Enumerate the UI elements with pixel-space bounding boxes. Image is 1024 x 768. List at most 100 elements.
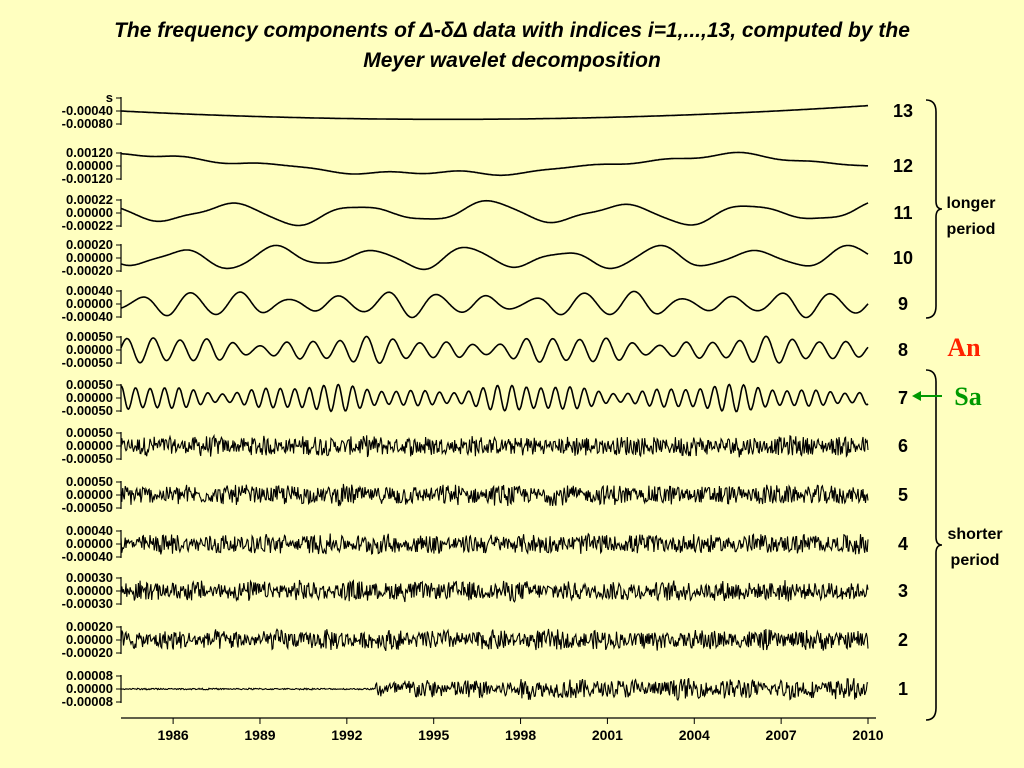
panel-4-tick-label: 0.00000 <box>66 536 113 551</box>
panel-7-tick-label: 0.00050 <box>66 377 113 392</box>
panel-10-tick-label: 0.00000 <box>66 250 113 265</box>
x-axis-tick-label: 2007 <box>766 727 797 743</box>
panel-4-tick-label: 0.00040 <box>66 523 113 538</box>
series-line-8 <box>120 335 869 365</box>
panel-3-tick-label: 0.00030 <box>66 570 113 585</box>
panel-index-label: 9 <box>898 294 908 314</box>
panel-10-tick-label: 0.00020 <box>66 237 113 252</box>
panel-5-tick-label: -0.00050 <box>62 500 113 515</box>
shorter-period-label: period <box>951 552 1000 569</box>
series-line-4 <box>120 532 869 556</box>
panel-6-tick-label: 0.00000 <box>66 438 113 453</box>
series-line-5 <box>120 483 869 507</box>
x-axis-tick-label: 1992 <box>331 727 362 743</box>
series-line-13 <box>120 104 869 121</box>
longer-period-label: longer <box>947 195 996 212</box>
panel-13: s-0.00040-0.00080 13 <box>62 90 913 131</box>
panel-index-label: 6 <box>898 436 908 456</box>
panel-10-tick-label: -0.00020 <box>62 263 113 278</box>
series-line-10 <box>120 244 869 271</box>
panel-index-label: 11 <box>893 203 912 223</box>
panel-4-tick-label: -0.00040 <box>62 549 113 564</box>
longer-period-brace <box>925 99 943 319</box>
panel-index-label: 5 <box>898 485 908 505</box>
panel-9-tick-label: 0.00040 <box>66 283 113 298</box>
panel-7-tick-label: 0.00000 <box>66 390 113 405</box>
series-line-2 <box>120 628 869 652</box>
panel-index-label: 2 <box>898 630 908 650</box>
series-line-11 <box>120 199 869 227</box>
panel-index-label: 12 <box>893 156 913 176</box>
panel-1-tick-label: 0.00008 <box>66 668 113 683</box>
panel-8-tick-label: 0.00000 <box>66 342 113 357</box>
panel-index-label: 10 <box>893 248 913 268</box>
shorter-period-label: shorter <box>947 526 1002 543</box>
panel-1-tick-label: 0.00000 <box>66 681 113 696</box>
panel-5-tick-label: 0.00050 <box>66 474 113 489</box>
panel-11-tick-label: -0.00022 <box>62 218 113 233</box>
panel-6-tick-label: -0.00050 <box>62 451 113 466</box>
panel-3-tick-label: -0.00030 <box>62 596 113 611</box>
panel-index-label: 8 <box>898 340 908 360</box>
panel-13-tick-label: -0.00080 <box>62 116 113 131</box>
panel-2-tick-label: -0.00020 <box>62 645 113 660</box>
x-axis-tick-label: 1989 <box>244 727 275 743</box>
panel-8-tick-label: 0.00050 <box>66 329 113 344</box>
panel-index-label: 1 <box>898 679 908 699</box>
panel-2-tick-label: 0.00020 <box>66 619 113 634</box>
panel-12-tick-label: -0.00120 <box>62 171 113 186</box>
panel-index-label: 7 <box>898 388 908 408</box>
panel-13-tick-label: s <box>106 90 113 105</box>
panel-12-tick-label: 0.00000 <box>66 158 113 173</box>
panel-8-tick-label: -0.00050 <box>62 355 113 370</box>
longer-period-label: period <box>947 221 996 238</box>
series-line-9 <box>120 290 869 319</box>
x-axis-tick-label: 1995 <box>418 727 449 743</box>
x-axis-tick-label: 2001 <box>592 727 623 743</box>
panel-11-tick-label: 0.00022 <box>66 192 113 207</box>
panel-11-tick-label: 0.00000 <box>66 205 113 220</box>
panel-index-label: 4 <box>898 534 908 554</box>
panel-9-tick-label: -0.00040 <box>62 309 113 324</box>
x-axis-tick-label: 2004 <box>679 727 710 743</box>
chart-title-line-2: Meyer wavelet decomposition <box>363 49 661 72</box>
series-line-6 <box>120 433 869 458</box>
panel-12-tick-label: 0.00120 <box>66 145 113 160</box>
panel-9-tick-label: 0.00000 <box>66 296 113 311</box>
panel-6-tick-label: 0.00050 <box>66 425 113 440</box>
series-line-7 <box>120 383 869 413</box>
panel-index-label: 3 <box>898 581 908 601</box>
series-line-3 <box>120 579 869 603</box>
panel-13-tick-label: -0.00040 <box>62 103 113 118</box>
series-line-12 <box>121 151 869 177</box>
annual-label: An <box>947 333 981 362</box>
x-axis-tick-label: 2010 <box>852 727 883 743</box>
x-axis-tick-label: 1986 <box>158 727 189 743</box>
panel-5-tick-label: 0.00000 <box>66 487 113 502</box>
panel-1-tick-label: -0.00008 <box>62 694 113 709</box>
chart-title-line-1: The frequency components of Δ-δΔ data wi… <box>114 19 910 42</box>
shorter-period-brace <box>925 369 943 721</box>
x-axis-tick-label: 1998 <box>505 727 536 743</box>
panel-7-tick-label: -0.00050 <box>62 403 113 418</box>
chart-title: The frequency components of Δ-δΔ data wi… <box>0 16 1024 76</box>
series-line-1 <box>120 677 869 702</box>
panel-2-tick-label: 0.00000 <box>66 632 113 647</box>
semiannual-arrow-head <box>912 391 921 401</box>
semiannual-label: Sa <box>954 382 981 411</box>
panel-index-label: 13 <box>893 101 913 121</box>
panel-3-tick-label: 0.00000 <box>66 583 113 598</box>
